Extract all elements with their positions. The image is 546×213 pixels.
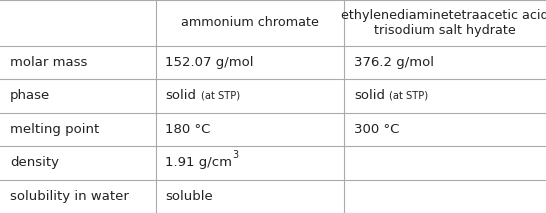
Text: density: density <box>10 156 59 169</box>
Text: solubility in water: solubility in water <box>10 190 129 203</box>
Text: soluble: soluble <box>165 190 213 203</box>
Text: 376.2 g/mol: 376.2 g/mol <box>354 56 434 69</box>
Text: (at STP): (at STP) <box>201 91 240 101</box>
Text: solid: solid <box>354 89 385 102</box>
Text: molar mass: molar mass <box>10 56 87 69</box>
Text: 300 °C: 300 °C <box>354 123 399 136</box>
Text: ammonium chromate: ammonium chromate <box>181 16 319 29</box>
Text: ethylenediaminetetraacetic acid
trisodium salt hydrate: ethylenediaminetetraacetic acid trisodiu… <box>341 9 546 37</box>
Text: 152.07 g/mol: 152.07 g/mol <box>165 56 254 69</box>
Text: phase: phase <box>10 89 50 102</box>
Text: melting point: melting point <box>10 123 99 136</box>
Text: (at STP): (at STP) <box>389 91 428 101</box>
Text: 1.91 g/cm: 1.91 g/cm <box>165 156 233 169</box>
Text: 3: 3 <box>233 150 239 160</box>
Text: 180 °C: 180 °C <box>165 123 211 136</box>
Text: solid: solid <box>165 89 197 102</box>
